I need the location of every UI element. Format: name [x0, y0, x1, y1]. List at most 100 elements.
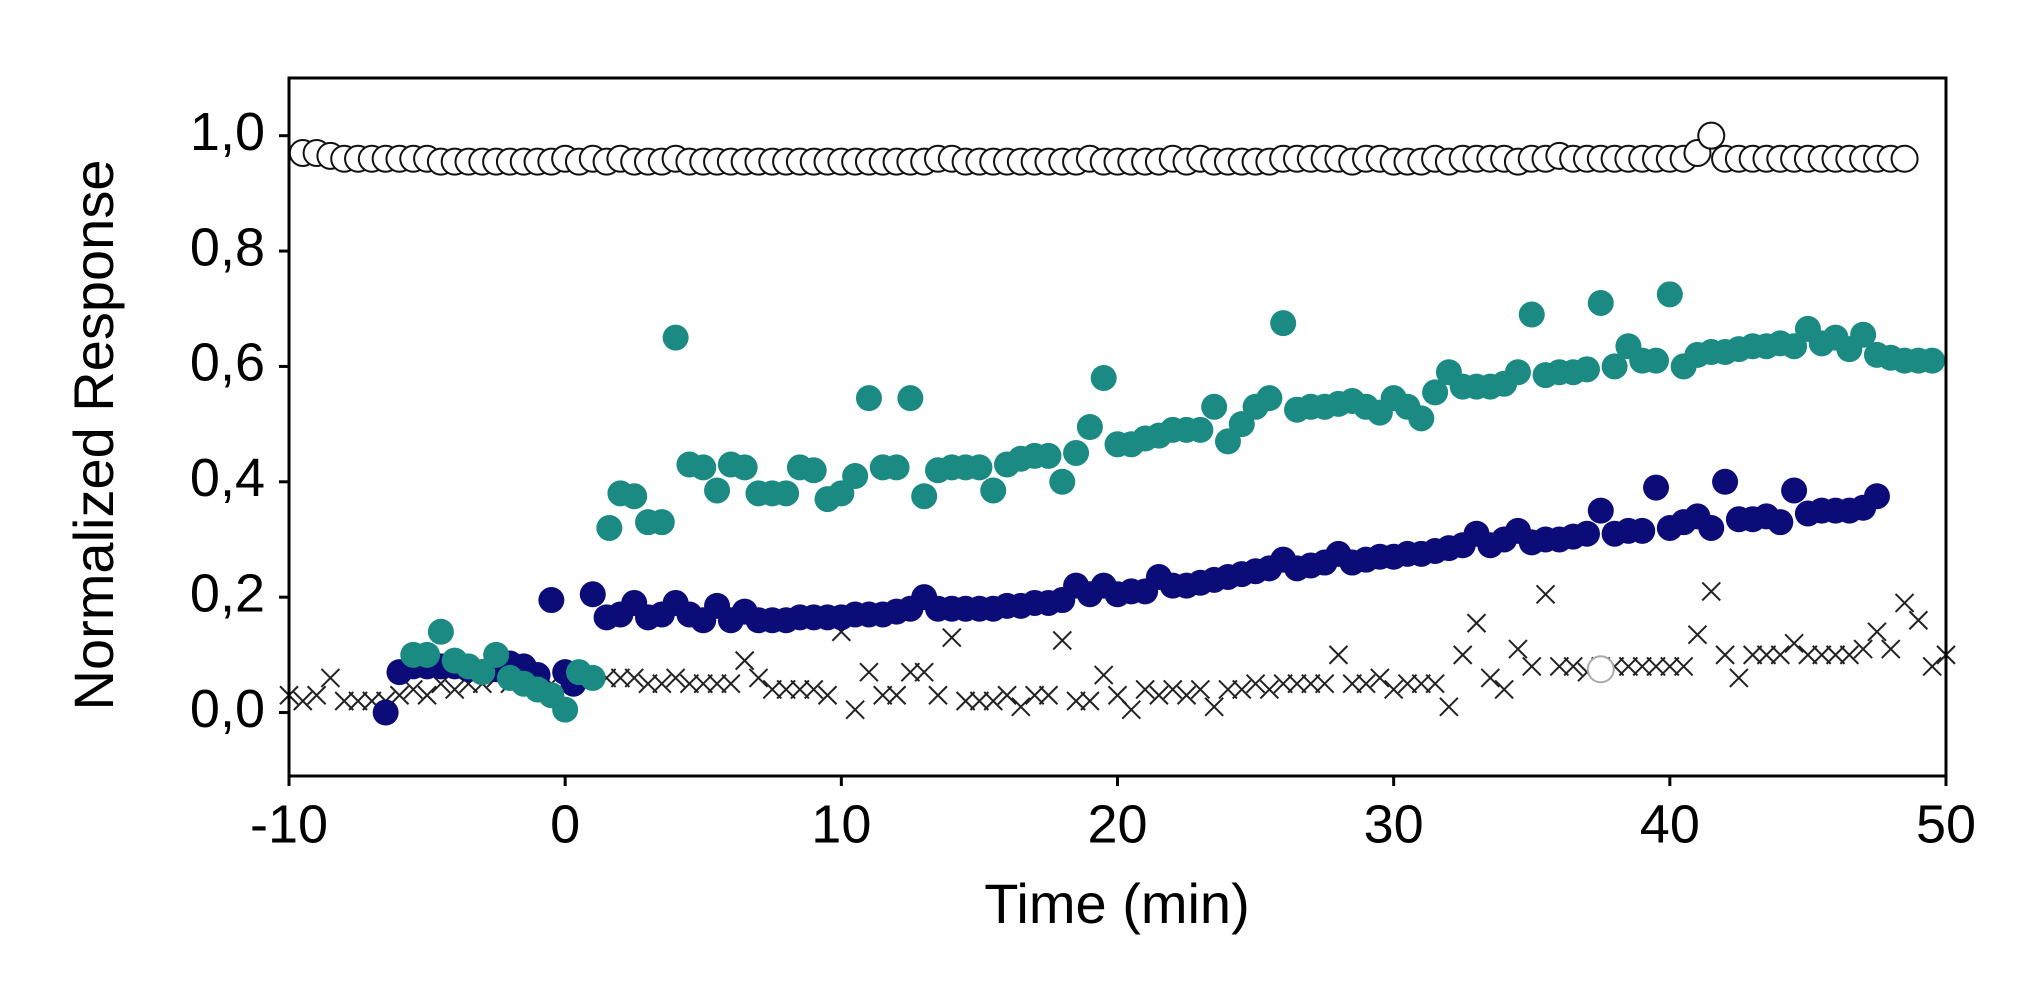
cross-marker — [1301, 673, 1321, 694]
cross-marker — [1549, 656, 1570, 677]
filled-circle-marker — [1587, 289, 1614, 316]
cross-marker — [859, 662, 879, 682]
filled-circle-marker — [621, 483, 648, 510]
y-tick-label: 0,8 — [190, 217, 265, 277]
cross-marker — [1563, 656, 1583, 677]
filled-circle-marker — [1214, 428, 1241, 455]
cross-marker — [817, 685, 838, 705]
filled-circle-marker — [1712, 468, 1739, 495]
cross-marker — [886, 685, 907, 705]
cross-marker — [1881, 639, 1901, 659]
cross-marker — [1121, 699, 1142, 720]
filled-circle-marker — [1187, 416, 1214, 443]
cross-marker — [1853, 639, 1873, 659]
cross-marker — [444, 679, 465, 700]
cross-marker — [1508, 639, 1528, 659]
filled-circle-marker — [483, 641, 510, 668]
filled-circle-marker — [1643, 347, 1670, 374]
filled-circle-marker — [1256, 385, 1283, 412]
filled-circle-marker — [1422, 379, 1449, 406]
cross-marker — [293, 691, 313, 711]
cross-marker — [1052, 630, 1072, 651]
x-tick-label: 10 — [811, 794, 871, 854]
filled-circle-marker — [1076, 414, 1103, 440]
filled-circle-marker — [1518, 301, 1545, 328]
filled-circle-marker — [414, 641, 441, 668]
cross-marker — [1383, 679, 1404, 700]
cross-marker — [1812, 645, 1832, 665]
cross-marker — [1411, 673, 1431, 694]
cross-marker — [624, 668, 644, 688]
cross-marker — [1273, 673, 1293, 694]
cross-marker — [1687, 624, 1708, 645]
filled-circle-marker — [1587, 497, 1614, 524]
filled-circle-marker — [1850, 321, 1877, 348]
y-tick-label: 0,6 — [190, 333, 265, 393]
filled-circle-marker — [1601, 353, 1628, 380]
cross-marker — [1011, 697, 1031, 717]
filled-circle-marker — [1656, 281, 1683, 308]
cross-marker — [1798, 645, 1818, 665]
cross-marker — [1701, 581, 1721, 602]
cross-marker — [721, 673, 741, 694]
cross-marker — [983, 691, 1003, 711]
cross-marker — [1397, 673, 1418, 694]
cross-marker — [1149, 685, 1169, 705]
cross-marker — [1190, 679, 1211, 700]
filled-circle-marker — [1228, 411, 1255, 438]
cross-marker — [1176, 685, 1197, 705]
cross-marker — [1742, 645, 1763, 665]
filled-circle-marker — [372, 699, 399, 726]
x-axis-title: Time (min) — [984, 872, 1249, 935]
filled-circle-marker — [1629, 517, 1656, 544]
cross-marker — [1922, 656, 1942, 677]
filled-circle-marker — [704, 477, 731, 504]
y-tick-label: 1,0 — [190, 102, 265, 162]
filled-circle-marker — [1090, 364, 1117, 391]
cross-marker — [638, 673, 658, 694]
cross-marker — [1314, 673, 1335, 694]
cross-marker — [1163, 679, 1183, 700]
cross-marker — [403, 679, 423, 700]
y-tick-label: 0,2 — [190, 563, 265, 623]
filled-circle-marker — [690, 454, 717, 481]
cross-marker — [997, 685, 1017, 705]
cross-marker — [1673, 656, 1694, 677]
cross-marker — [1632, 656, 1652, 677]
cross-marker — [928, 685, 948, 705]
cross-marker — [1646, 656, 1666, 677]
cross-marker — [1825, 645, 1846, 665]
cross-marker — [1080, 691, 1100, 711]
x-tick-label: 0 — [550, 794, 580, 854]
filled-circle-marker — [842, 463, 869, 490]
filled-circle-marker — [552, 696, 579, 723]
cross-marker — [1024, 685, 1045, 705]
cross-marker — [320, 668, 341, 688]
cross-marker — [1715, 645, 1735, 665]
y-tick-label: 0,4 — [190, 448, 265, 508]
cross-marker — [389, 685, 410, 705]
filled-circle-marker — [1063, 439, 1090, 466]
cross-marker — [1908, 610, 1929, 630]
filled-circle-marker — [1781, 333, 1808, 360]
cross-marker — [1356, 673, 1376, 694]
filled-circle-marker — [1573, 356, 1600, 383]
filled-circle-marker — [966, 454, 993, 481]
filled-circle-marker — [911, 483, 938, 510]
filled-circle-marker — [1919, 347, 1946, 374]
cross-marker — [1245, 673, 1266, 694]
cross-marker — [1259, 679, 1280, 700]
cross-marker — [707, 673, 727, 694]
plot-frame — [287, 76, 1948, 778]
filled-circle-marker — [883, 454, 910, 481]
cross-marker — [679, 673, 700, 694]
filled-circle-marker — [897, 385, 924, 412]
open-circle-marker — [1697, 121, 1726, 150]
x-tick-label: -10 — [250, 794, 328, 854]
cross-marker — [610, 668, 631, 688]
cross-marker — [1038, 685, 1059, 705]
cross-marker — [776, 679, 796, 700]
cross-marker — [1453, 645, 1473, 665]
cross-marker — [762, 679, 782, 700]
